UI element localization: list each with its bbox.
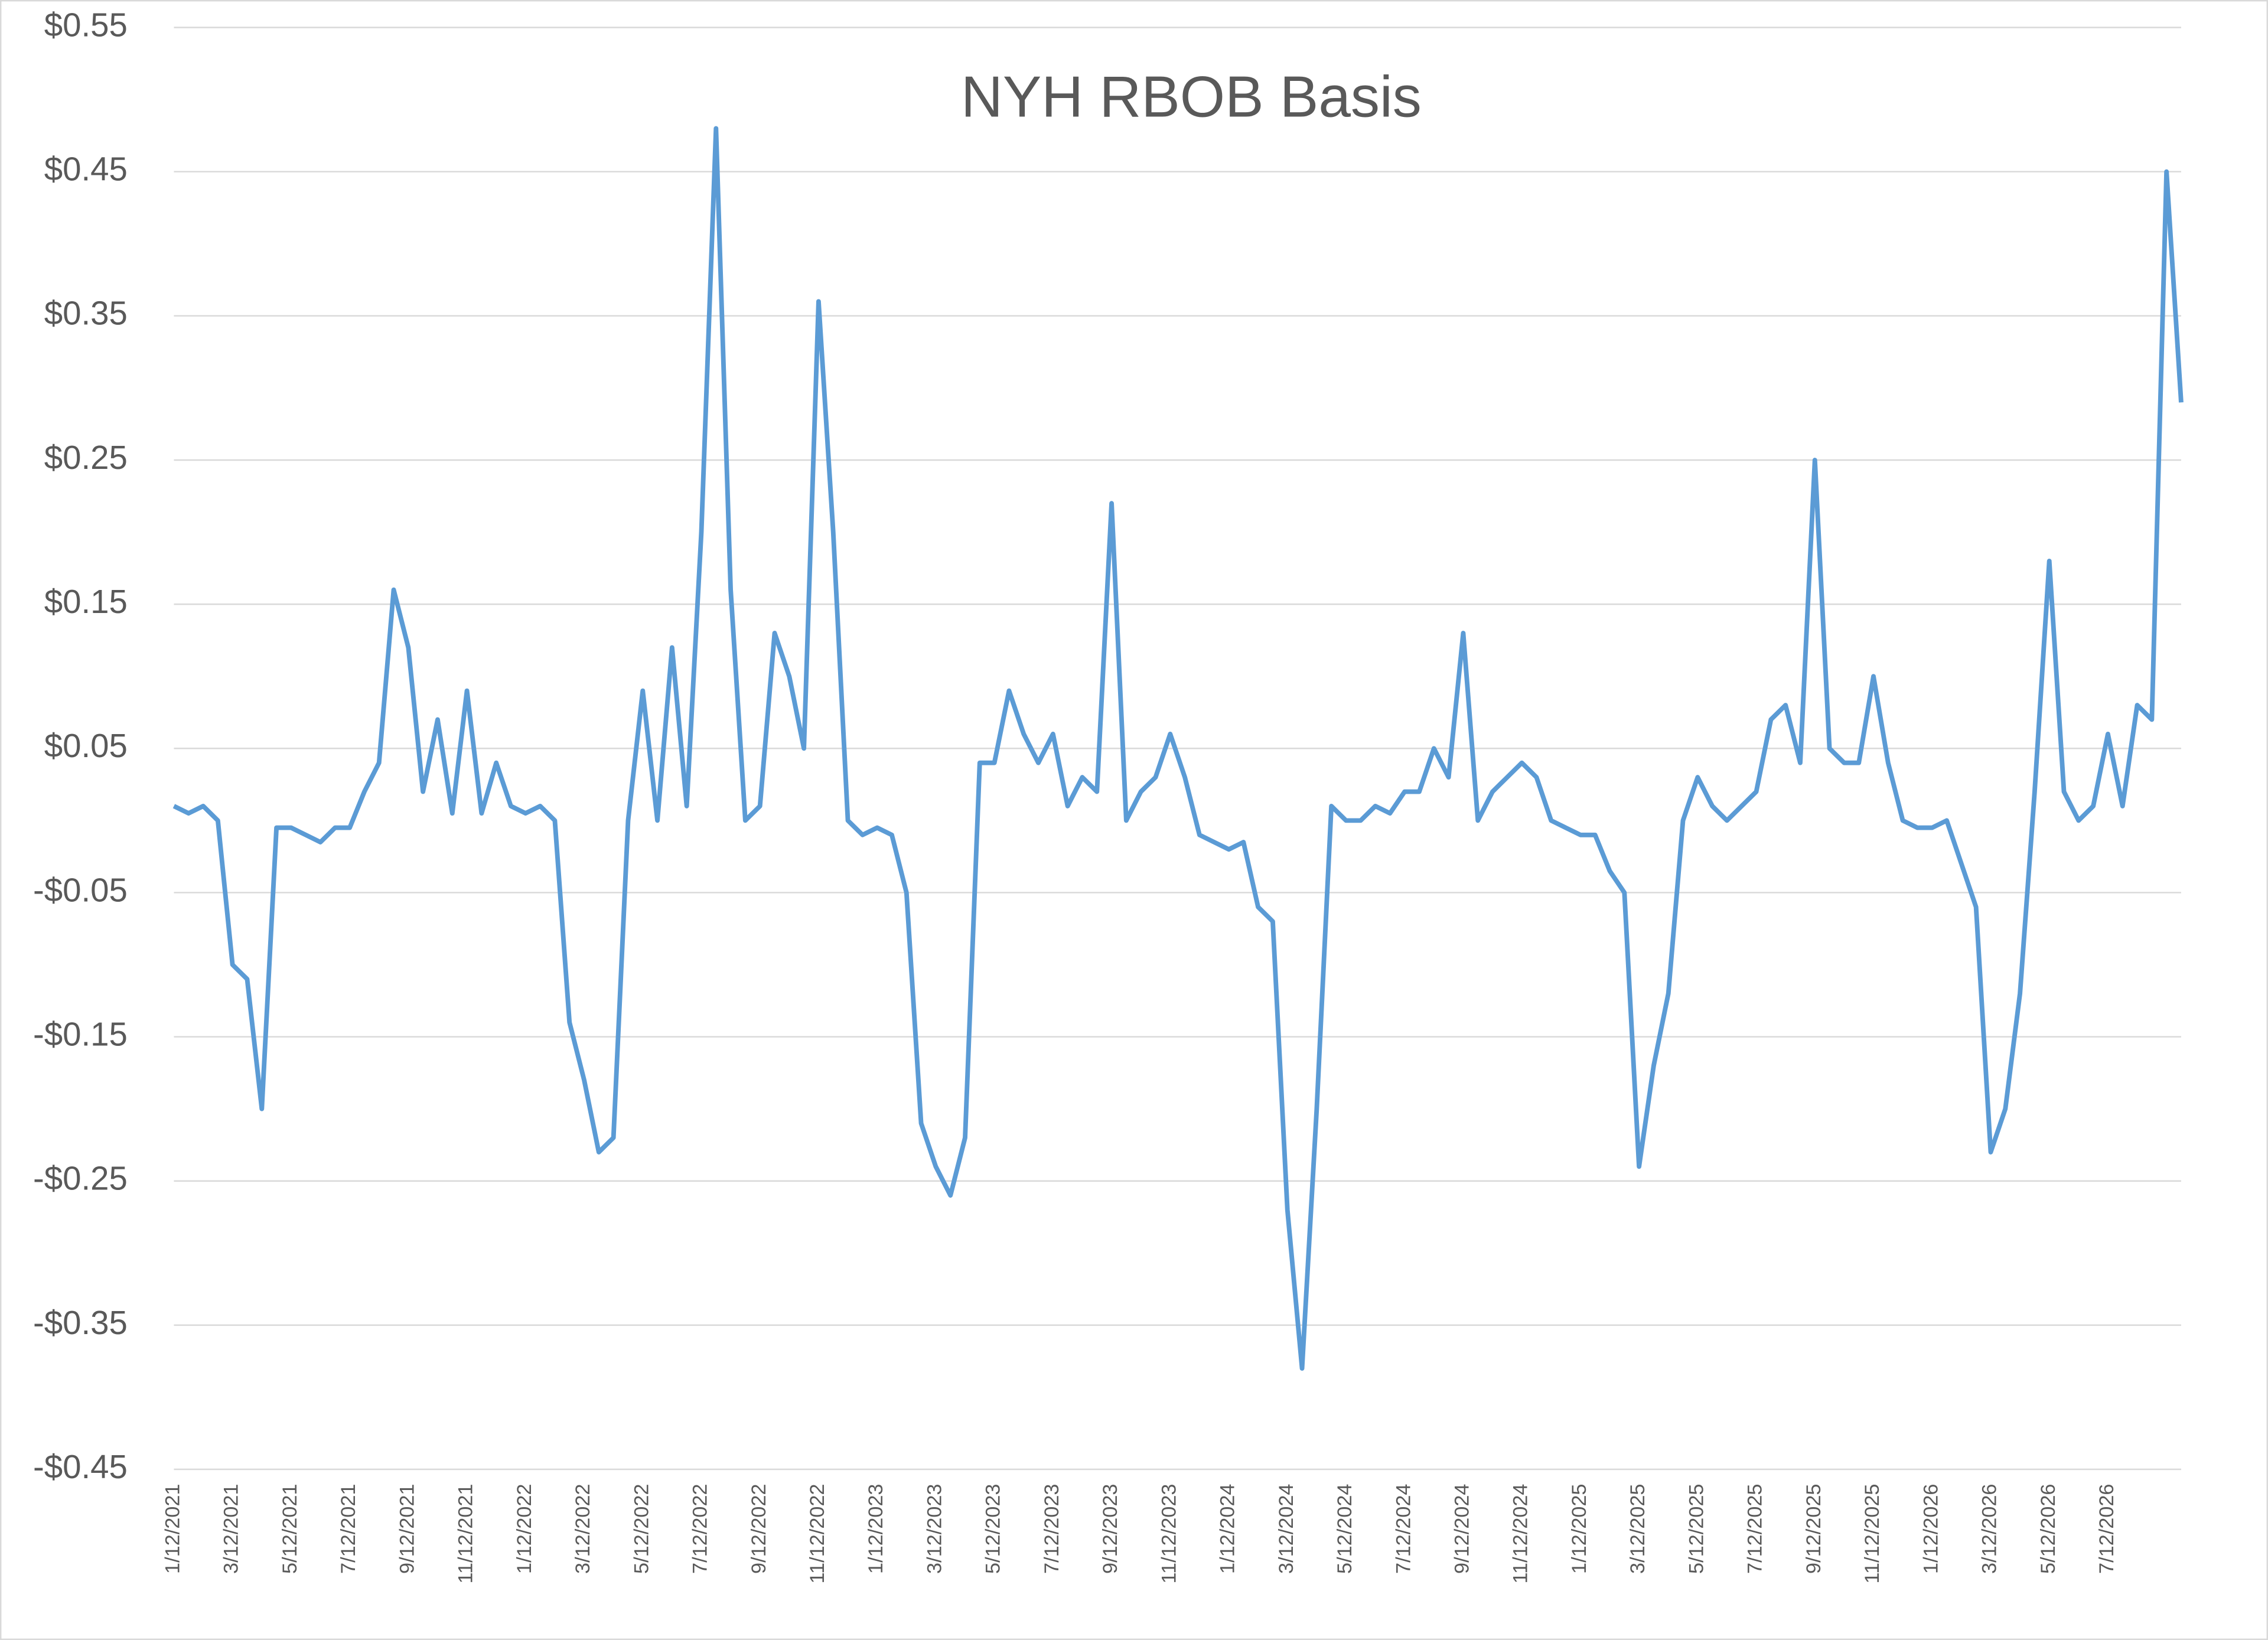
- x-tick-label: 5/12/2026: [2037, 1484, 2060, 1574]
- x-tick-label: 7/12/2026: [2096, 1484, 2118, 1574]
- x-tick-label: 9/12/2023: [1099, 1484, 1122, 1574]
- y-tick-label: -$0.15: [33, 1016, 128, 1053]
- chart-title: NYH RBOB Basis: [961, 64, 1422, 129]
- x-tick-label: 11/12/2023: [1158, 1484, 1180, 1584]
- y-tick-label: $0.55: [44, 6, 128, 43]
- x-tick-label: 9/12/2025: [1803, 1484, 1825, 1574]
- x-tick-label: 1/12/2023: [865, 1484, 887, 1574]
- y-tick-label: $0.25: [44, 439, 128, 476]
- x-tick-label: 3/12/2024: [1275, 1484, 1298, 1574]
- y-tick-label: $0.45: [44, 151, 128, 188]
- y-tick-label: $0.15: [44, 583, 128, 620]
- x-tick-label: 1/12/2021: [161, 1484, 184, 1574]
- x-tick-label: 5/12/2022: [630, 1484, 653, 1574]
- x-tick-label: 9/12/2022: [748, 1484, 770, 1574]
- y-tick-label: -$0.25: [33, 1160, 128, 1197]
- x-tick-label: 3/12/2025: [1627, 1484, 1649, 1574]
- x-tick-label: 7/12/2024: [1392, 1484, 1415, 1574]
- x-tick-label: 3/12/2023: [923, 1484, 946, 1574]
- x-tick-label: 11/12/2025: [1861, 1484, 1884, 1584]
- x-tick-label: 7/12/2021: [337, 1484, 360, 1574]
- x-tick-label: 3/12/2026: [1979, 1484, 2001, 1574]
- x-tick-label: 1/12/2024: [1217, 1484, 1239, 1574]
- y-tick-label: $0.35: [44, 295, 128, 332]
- x-tick-label: 11/12/2021: [455, 1484, 477, 1584]
- x-tick-label: 7/12/2025: [1744, 1484, 1767, 1574]
- x-tick-label: 11/12/2022: [806, 1484, 829, 1584]
- x-tick-label: 1/12/2025: [1568, 1484, 1591, 1574]
- y-tick-label: -$0.05: [33, 871, 128, 908]
- x-tick-label: 3/12/2022: [572, 1484, 594, 1574]
- x-tick-label: 5/12/2023: [982, 1484, 1005, 1574]
- y-tick-label: -$0.45: [33, 1448, 128, 1485]
- data-line: [172, 126, 2184, 1371]
- x-tick-label: 1/12/2026: [1920, 1484, 1942, 1574]
- x-tick-label: 11/12/2024: [1510, 1484, 1532, 1584]
- x-tick-label: 3/12/2021: [220, 1484, 243, 1574]
- x-tick-label: 5/12/2025: [1685, 1484, 1707, 1574]
- y-tick-label: -$0.35: [33, 1304, 128, 1341]
- x-tick-label: 7/12/2022: [689, 1484, 712, 1574]
- y-tick-label: $0.05: [44, 727, 128, 764]
- x-tick-label: 9/12/2021: [396, 1484, 418, 1574]
- x-tick-label: 5/12/2021: [279, 1484, 301, 1574]
- x-tick-label: 9/12/2024: [1451, 1484, 1473, 1574]
- x-tick-label: 7/12/2023: [1041, 1484, 1063, 1574]
- x-tick-label: 1/12/2022: [513, 1484, 536, 1574]
- x-tick-label: 5/12/2024: [1334, 1484, 1356, 1574]
